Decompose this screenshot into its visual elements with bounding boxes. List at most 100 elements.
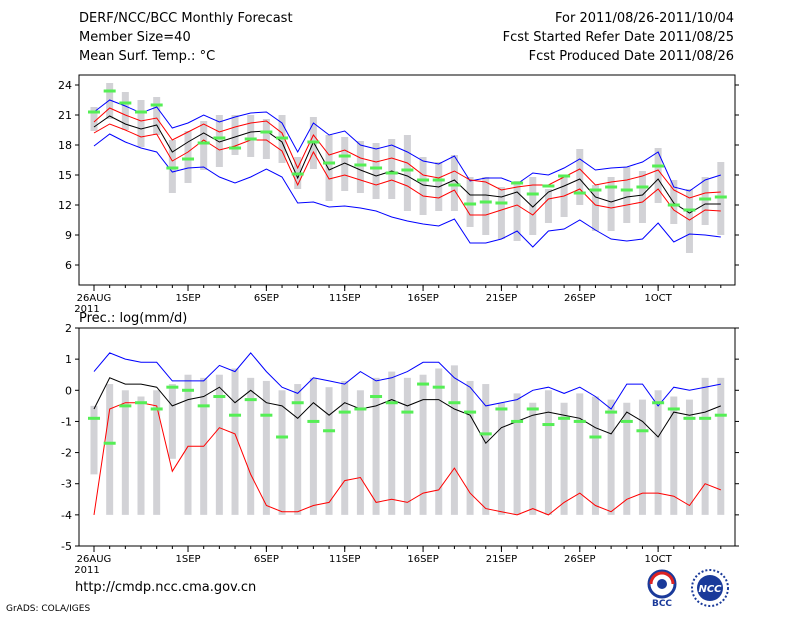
temp-observed-marker xyxy=(385,171,398,175)
prec-spread-bar xyxy=(168,384,176,459)
prec-spread-bar xyxy=(482,384,490,515)
prec-spread-bar xyxy=(717,377,725,515)
prec-spread-bar xyxy=(419,374,427,515)
prec-spread-bar xyxy=(262,380,270,515)
prec-spread-bar xyxy=(372,377,380,515)
prec-spread-bar xyxy=(388,371,396,515)
ncc-logo-text: NCC xyxy=(698,584,722,595)
bcc-logo-text: BCC xyxy=(652,599,672,608)
prec-observed-marker xyxy=(385,401,398,405)
temp-spread-bar xyxy=(638,171,646,223)
prec-observed-marker xyxy=(401,410,414,414)
temp-spread-bar xyxy=(106,83,114,119)
temp-observed-marker xyxy=(605,185,618,189)
temp-observed-marker xyxy=(276,136,289,140)
prec-observed-marker xyxy=(573,419,586,423)
variable-label: Mean Surf. Temp.: °C xyxy=(79,49,216,64)
prec-x-tick-label: 11SEP xyxy=(329,554,360,565)
prec-series-line-ensemble-min xyxy=(93,402,721,516)
temp-spread-bar xyxy=(247,115,255,157)
temp-x-tick-label: 21SEP xyxy=(486,293,517,304)
prec-observed-marker xyxy=(714,413,727,417)
temp-observed-marker xyxy=(417,178,430,182)
temp-observed-marker xyxy=(88,110,100,114)
temp-y-tick-label: 24 xyxy=(58,79,72,92)
temp-spread-bar xyxy=(560,177,568,217)
prec-observed-marker xyxy=(182,388,195,392)
temp-spread-bar xyxy=(121,92,129,130)
temp-spread-bar xyxy=(200,121,208,170)
temp-observed-marker xyxy=(260,130,273,134)
temp-observed-marker xyxy=(667,203,680,207)
temp-observed-marker xyxy=(182,157,195,161)
prec-y-tick-label: -2 xyxy=(61,447,72,460)
prec-spread-bar xyxy=(466,380,474,515)
temp-observed-marker xyxy=(620,188,633,192)
temp-observed-marker xyxy=(291,172,304,176)
temp-series-line-ensemble-min xyxy=(93,133,721,248)
prec-spread-bar xyxy=(294,384,302,515)
prec-observed-marker xyxy=(683,416,696,420)
prec-observed-marker xyxy=(229,413,242,417)
prec-observed-marker xyxy=(542,423,555,427)
temp-observed-marker xyxy=(558,174,571,178)
prec-observed-marker xyxy=(244,398,257,402)
temp-spread-bar xyxy=(576,149,584,205)
temp-observed-marker xyxy=(166,166,179,170)
source-url[interactable]: http://cmdp.ncc.cma.gov.cn xyxy=(75,580,257,595)
prec-y-tick-label: -4 xyxy=(61,509,72,522)
temp-x-tick-label: 26SEP xyxy=(564,293,595,304)
prec-observed-marker xyxy=(511,419,524,423)
prec-observed-marker xyxy=(323,429,336,433)
prec-spread-bar xyxy=(153,390,161,515)
prec-spread-bar xyxy=(685,399,693,515)
temp-y-tick-label: 21 xyxy=(58,109,72,122)
forecast-period: For 2011/08/26-2011/10/04 xyxy=(555,11,734,26)
temp-observed-marker xyxy=(150,103,163,107)
temp-observed-marker xyxy=(103,89,116,93)
temp-observed-marker xyxy=(307,140,320,144)
temp-observed-marker xyxy=(699,197,712,201)
prec-spread-bar xyxy=(309,377,317,515)
temp-observed-marker xyxy=(464,202,477,206)
temp-spread-bar xyxy=(356,141,364,193)
prec-spread-bar xyxy=(184,374,192,515)
temp-spread-bar xyxy=(137,100,145,147)
prec-spread-bar xyxy=(341,380,349,515)
temp-observed-marker xyxy=(401,168,414,172)
prec-spread-bar xyxy=(215,374,223,515)
prec-y-tick-label: -5 xyxy=(61,540,72,553)
prec-observed-marker xyxy=(558,416,571,420)
prec-observed-marker xyxy=(652,401,665,405)
temp-x-tick-label: 6SEP xyxy=(254,293,279,304)
prec-observed-marker xyxy=(166,385,179,389)
temp-observed-marker xyxy=(197,141,210,145)
temp-x-tick-label: 16SEP xyxy=(407,293,438,304)
prec-spread-bar xyxy=(670,396,678,515)
prec-spread-bar xyxy=(529,402,537,515)
temp-spread-bar xyxy=(262,119,270,159)
temp-observed-marker xyxy=(448,183,461,187)
prec-observed-marker xyxy=(667,407,680,411)
temp-series-line-ensemble-mean xyxy=(93,115,721,214)
prec-x-tick-label: 6SEP xyxy=(254,554,279,565)
prec-spread-bar xyxy=(654,390,662,515)
prec-spread-bar xyxy=(544,390,552,515)
temp-observed-marker xyxy=(542,184,555,188)
prec-spread-bar xyxy=(325,387,333,515)
temp-spread-bar xyxy=(685,189,693,253)
temp-observed-marker xyxy=(511,181,524,185)
temp-spread-bar xyxy=(466,177,474,227)
prec-observed-marker xyxy=(135,401,148,405)
temp-x-tick-label: 1OCT xyxy=(644,293,672,304)
temp-spread-bar xyxy=(184,131,192,183)
prec-observed-marker xyxy=(338,410,351,414)
temp-spread-bar xyxy=(403,135,411,211)
temp-observed-marker xyxy=(213,136,226,140)
prec-x-tick-label: 1SEP xyxy=(175,554,200,565)
prec-observed-marker xyxy=(479,432,492,436)
prec-series-line-ensemble-max xyxy=(93,352,721,410)
prec-observed-marker xyxy=(620,419,633,423)
temp-spread-bar xyxy=(231,115,239,155)
